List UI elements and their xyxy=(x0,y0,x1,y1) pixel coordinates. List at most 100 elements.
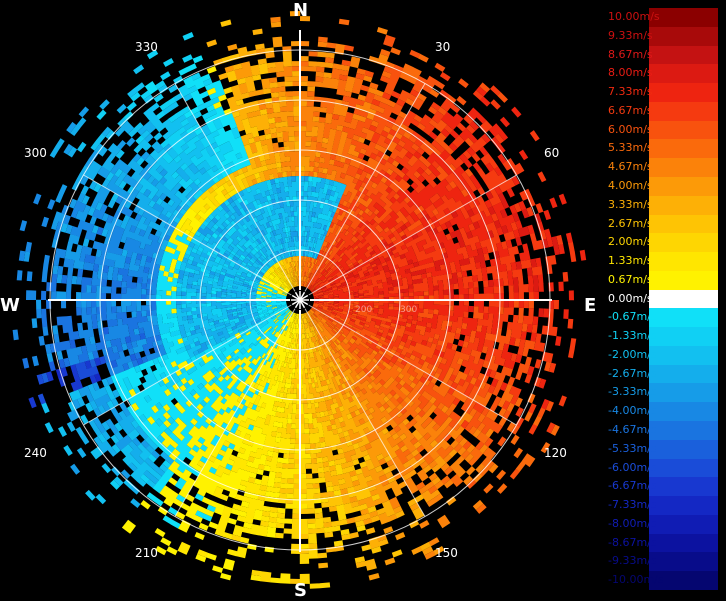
velocity-gate xyxy=(36,356,106,405)
legend-label: 6.67m/s xyxy=(608,103,653,117)
legend-label: 7.33m/s xyxy=(608,85,653,99)
azimuth-spoke xyxy=(299,299,426,517)
legend-label: 9.33m/s xyxy=(608,28,653,42)
legend-label: -6.67m/s xyxy=(608,479,657,493)
north-label: N xyxy=(293,0,309,21)
azimuth-spoke xyxy=(299,83,426,301)
legend-swatch xyxy=(649,308,718,328)
legend-swatch xyxy=(649,8,718,27)
radar-gates xyxy=(12,11,587,589)
velocity-gate xyxy=(206,28,431,571)
legend-row: 0.67m/s xyxy=(606,270,718,290)
legend-swatch xyxy=(649,158,718,178)
legend-swatch xyxy=(649,514,718,534)
legend-row: 6.00m/s xyxy=(606,120,718,140)
legend-row: -2.00m/s xyxy=(606,345,718,365)
legend-label: -7.33m/s xyxy=(608,498,657,512)
legend-label: 2.00m/s xyxy=(608,235,653,249)
legend-label: 8.67m/s xyxy=(608,47,653,61)
legend-swatch xyxy=(649,45,718,65)
legend-row: 5.33m/s xyxy=(606,139,718,159)
legend-swatch xyxy=(649,439,718,459)
legend-swatch xyxy=(649,533,718,553)
legend-row: 4.00m/s xyxy=(606,176,718,196)
legend-label: 0.00m/s xyxy=(608,291,653,305)
velocity-gate xyxy=(12,193,171,377)
azimuth-spoke xyxy=(83,299,301,426)
legend-label: -9.33m/s xyxy=(608,554,657,568)
azimuth-label-120: 120 xyxy=(544,446,567,460)
azimuth-label-330: 330 xyxy=(135,40,158,54)
radar-center xyxy=(290,290,310,310)
legend-row: 1.33m/s xyxy=(606,252,718,272)
east-label: E xyxy=(584,295,597,316)
legend-row: 8.67m/s xyxy=(606,45,718,65)
legend-row: 4.67m/s xyxy=(606,158,718,178)
legend-swatch xyxy=(649,176,718,196)
legend-label: 10.00m/s xyxy=(608,10,660,23)
south-label: S xyxy=(294,580,307,601)
legend-label: -0.67m/s xyxy=(608,310,657,324)
legend-row: 6.67m/s xyxy=(606,101,718,121)
legend-swatch xyxy=(649,421,718,441)
velocity-gate xyxy=(311,190,560,318)
legend-row: -10.00m/s xyxy=(606,571,718,591)
velocity-gate xyxy=(23,106,336,480)
velocity-gate xyxy=(177,184,322,584)
legend-label: -3.33m/s xyxy=(608,385,657,399)
legend-row: -9.33m/s xyxy=(606,552,718,572)
legend-label: 2.67m/s xyxy=(608,216,653,230)
legend-label: 4.67m/s xyxy=(608,160,653,174)
legend-swatch xyxy=(649,327,718,347)
velocity-gate xyxy=(41,64,347,505)
azimuth-label-210: 210 xyxy=(135,546,158,560)
legend-row: -0.67m/s xyxy=(606,308,718,328)
legend-row: 7.33m/s xyxy=(606,83,718,103)
velocity-gate xyxy=(28,357,102,409)
velocity-gate xyxy=(121,66,299,581)
legend-row: -4.67m/s xyxy=(606,421,718,441)
legend-row: -6.00m/s xyxy=(606,458,718,478)
legend-swatch xyxy=(649,83,718,103)
velocity-gate xyxy=(224,11,458,581)
velocity-gate xyxy=(96,32,340,490)
legend-label: 3.33m/s xyxy=(608,197,653,211)
legend-swatch xyxy=(649,252,718,272)
legend-swatch xyxy=(649,289,718,309)
azimuth-spokes xyxy=(83,83,517,517)
azimuth-spoke xyxy=(174,299,301,517)
legend-swatch xyxy=(649,139,718,159)
legend-swatch xyxy=(649,402,718,422)
legend-row: 0.00m/s xyxy=(606,289,718,309)
legend-swatch xyxy=(649,120,718,140)
legend-row: 2.67m/s xyxy=(606,214,718,234)
legend-swatch xyxy=(649,233,718,253)
legend-swatch xyxy=(649,477,718,497)
legend-row: 2.00m/s xyxy=(606,233,718,253)
legend-swatch xyxy=(649,496,718,516)
azimuth-label-240: 240 xyxy=(24,446,47,460)
legend-row: -8.67m/s xyxy=(606,533,718,553)
legend-label: 4.00m/s xyxy=(608,178,653,192)
legend-row: -1.33m/s xyxy=(606,327,718,347)
legend-swatch xyxy=(649,383,718,403)
legend-row: -8.00m/s xyxy=(606,514,718,534)
velocity-gate xyxy=(258,16,499,560)
legend-swatch xyxy=(649,571,718,591)
legend-label: 6.00m/s xyxy=(608,122,653,136)
legend-swatch xyxy=(649,270,718,290)
legend-label: -5.33m/s xyxy=(608,441,657,455)
legend-label: -8.67m/s xyxy=(608,535,657,549)
legend-row: -6.67m/s xyxy=(606,477,718,497)
legend-swatch xyxy=(649,345,718,365)
legend-swatch xyxy=(649,64,718,84)
west-label: W xyxy=(0,295,20,316)
legend-row: 3.33m/s xyxy=(606,195,718,215)
azimuth-label-150: 150 xyxy=(435,546,458,560)
azimuth-spoke xyxy=(299,174,517,301)
azimuth-spoke xyxy=(174,83,301,301)
velocity-color-legend: 10.00m/s 9.33m/s 8.67m/s 8.00m/s 7.33m/s 6.67… xyxy=(606,8,718,591)
legend-label: -4.67m/s xyxy=(608,423,657,437)
radar-velocity-display: 200 300 xyxy=(12,11,587,589)
legend-swatch xyxy=(649,195,718,215)
